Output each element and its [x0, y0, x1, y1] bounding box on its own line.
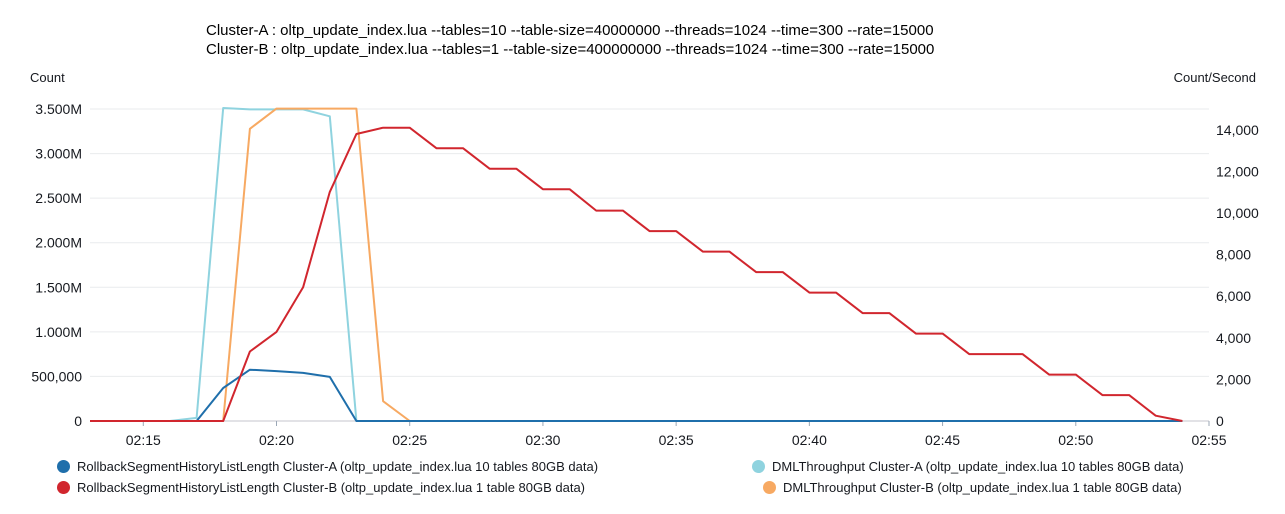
left-tick-label: 500,000 — [31, 368, 82, 384]
series-line-4 — [90, 107, 1183, 422]
legend-item-dml-cluster-b[interactable]: DMLThroughput Cluster-B (oltp_update_ind… — [763, 480, 1182, 495]
legend-swatch-icon — [57, 460, 70, 473]
left-tick-label: 0 — [74, 413, 82, 429]
right-tick-label: 12,000 — [1216, 163, 1259, 179]
legend-swatch-icon — [763, 481, 776, 494]
legend-swatch-icon — [752, 460, 765, 473]
legend-swatch-icon — [57, 481, 70, 494]
right-tick-label: 6,000 — [1216, 288, 1251, 304]
legend-label: DMLThroughput Cluster-B (oltp_update_ind… — [783, 480, 1182, 495]
right-axis: 0 2,000 4,000 6,000 8,000 10,000 12,000 14,000 — [1216, 122, 1259, 429]
chart-title-line-1: Cluster-A : oltp_update_index.lua --tabl… — [206, 22, 934, 39]
legend-item-history-cluster-a[interactable]: RollbackSegmentHistoryListLength Cluster… — [57, 459, 598, 474]
left-tick-label: 1.500M — [35, 279, 82, 295]
series-line-1 — [90, 368, 1183, 422]
grid — [90, 108, 1209, 422]
x-tick-label: 02:45 — [925, 432, 960, 448]
right-tick-label: 4,000 — [1216, 330, 1251, 346]
left-tick-label: 2.000M — [35, 235, 82, 251]
chart-title-line-2: Cluster-B : oltp_update_index.lua --tabl… — [206, 41, 934, 58]
right-tick-label: 0 — [1216, 413, 1224, 429]
series-line-3 — [90, 126, 1183, 422]
legend-item-history-cluster-b[interactable]: RollbackSegmentHistoryListLength Cluster… — [57, 480, 585, 495]
x-tick-label: 02:50 — [1058, 432, 1093, 448]
legend-label: RollbackSegmentHistoryListLength Cluster… — [77, 459, 599, 474]
left-tick-label: 3.000M — [35, 146, 82, 162]
x-tick-label: 02:15 — [126, 432, 161, 448]
right-axis-label: Count/Second — [1174, 70, 1256, 85]
right-tick-label: 10,000 — [1216, 205, 1259, 221]
series-line-2 — [90, 107, 1183, 422]
right-tick-label: 14,000 — [1216, 122, 1259, 138]
left-axis-label: Count — [30, 70, 65, 85]
legend-label: DMLThroughput Cluster-A (oltp_update_ind… — [772, 459, 1184, 474]
x-tick-label: 02:35 — [659, 432, 694, 448]
x-tick-label: 02:55 — [1191, 432, 1226, 448]
right-tick-label: 8,000 — [1216, 247, 1251, 263]
x-tick-label: 02:30 — [525, 432, 560, 448]
x-tick-label: 02:40 — [792, 432, 827, 448]
left-tick-label: 1.000M — [35, 324, 82, 340]
x-tick-label: 02:25 — [392, 432, 427, 448]
left-tick-label: 2.500M — [35, 190, 82, 206]
left-axis: 0 500,000 1.000M 1.500M 2.000M 2.500M 3.000M 3.… — [31, 101, 82, 429]
x-axis: 02:15 02:20 02:25 02:30 02:35 02:40 02:45 02:50… — [90, 420, 1227, 448]
legend-label: RollbackSegmentHistoryListLength Cluster… — [77, 480, 586, 495]
plot-area — [90, 107, 1183, 422]
left-tick-label: 3.500M — [35, 101, 82, 117]
legend-item-dml-cluster-a[interactable]: DMLThroughput Cluster-A (oltp_update_ind… — [752, 459, 1184, 474]
right-tick-label: 2,000 — [1216, 371, 1251, 387]
x-tick-label: 02:20 — [259, 432, 294, 448]
